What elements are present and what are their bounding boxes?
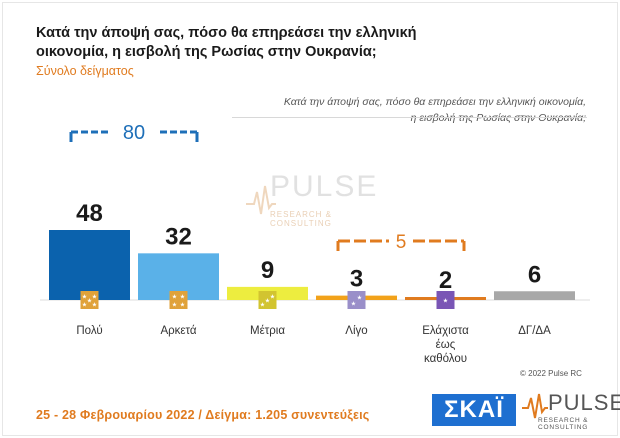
category-label: Μέτρια <box>250 325 285 337</box>
question-line-1: Κατά την άποψή σας, πόσο θα επηρεάσει τη… <box>283 96 586 108</box>
star-glyph: ★ <box>180 294 185 301</box>
pulse-logo: PULSE RESEARCH & CONSULTING <box>522 390 620 431</box>
bar-value-label: 3 <box>350 266 363 293</box>
star-glyph: ★ <box>180 302 185 309</box>
copyright: © 2022 Pulse RC <box>520 369 582 378</box>
star-glyph: ★ <box>92 302 97 309</box>
bar-value-label: 9 <box>261 257 274 284</box>
category-label: Ελάχιστα <box>422 325 469 337</box>
bar-value-label: 6 <box>528 261 541 288</box>
star-glyph: ★ <box>172 294 177 301</box>
star-glyph: ★ <box>443 298 448 305</box>
star-glyph: ★ <box>87 298 92 305</box>
bar-value-label: 48 <box>76 200 103 227</box>
page-title: Κατά την άποψή σας, πόσο θα επηρεάσει τη… <box>36 25 417 60</box>
bar-5 <box>494 291 575 300</box>
category-label: καθόλου <box>424 353 467 365</box>
watermark-tagline: RESEARCH & CONSULTING <box>270 210 333 228</box>
bar-value-label: 2 <box>439 267 452 294</box>
category-label: ΔΓ/ΔΑ <box>518 325 551 337</box>
star-rating-icon <box>258 291 277 309</box>
category-label: έως <box>436 339 456 351</box>
category-label: Αρκετά <box>160 325 196 337</box>
star-rating-icon <box>169 291 188 309</box>
fieldwork-info: 25 - 28 Φεβρουαρίου 2022 / Δείγμα: 1.205… <box>36 408 370 422</box>
question-text: Κατά την άποψή σας, πόσο θα επηρεάσει τη… <box>226 94 586 126</box>
star-glyph: ★ <box>82 302 87 309</box>
star-glyph: ★ <box>92 294 97 301</box>
star-glyph: ★ <box>172 302 177 309</box>
group-total-label: 80 <box>123 122 145 144</box>
pulse-logo-tagline: RESEARCH & CONSULTING <box>538 417 589 431</box>
pulse-wave-icon <box>246 185 276 215</box>
pulse-logo-wave-icon <box>522 393 548 419</box>
group-total-label: 5 <box>396 232 407 253</box>
watermark-brand: PULSE <box>270 170 379 203</box>
skai-logo: ΣΚΑΪ <box>432 394 516 426</box>
star-glyph: ★ <box>260 302 265 309</box>
category-label: Πολύ <box>76 325 102 337</box>
star-glyph: ★ <box>351 301 356 308</box>
star-rating-icon <box>347 291 366 309</box>
star-glyph: ★ <box>82 294 87 301</box>
question-divider <box>232 117 587 118</box>
page-subtitle: Σύνολο δείγματος <box>36 64 134 78</box>
pulse-logo-text: PULSE <box>548 390 620 415</box>
star-glyph: ★ <box>270 294 275 301</box>
bar-value-label: 32 <box>165 223 192 250</box>
star-glyph: ★ <box>265 298 270 305</box>
star-rating-icon <box>436 291 455 309</box>
pulse-watermark: PULSE RESEARCH & CONSULTING <box>246 170 386 228</box>
star-rating-icon <box>80 291 99 309</box>
question-line-2: η εισβολή της Ρωσίας στην Ουκρανία; <box>410 112 586 124</box>
bar-0 <box>49 230 130 300</box>
category-label: Λίγο <box>345 325 367 337</box>
star-glyph: ★ <box>357 295 362 302</box>
